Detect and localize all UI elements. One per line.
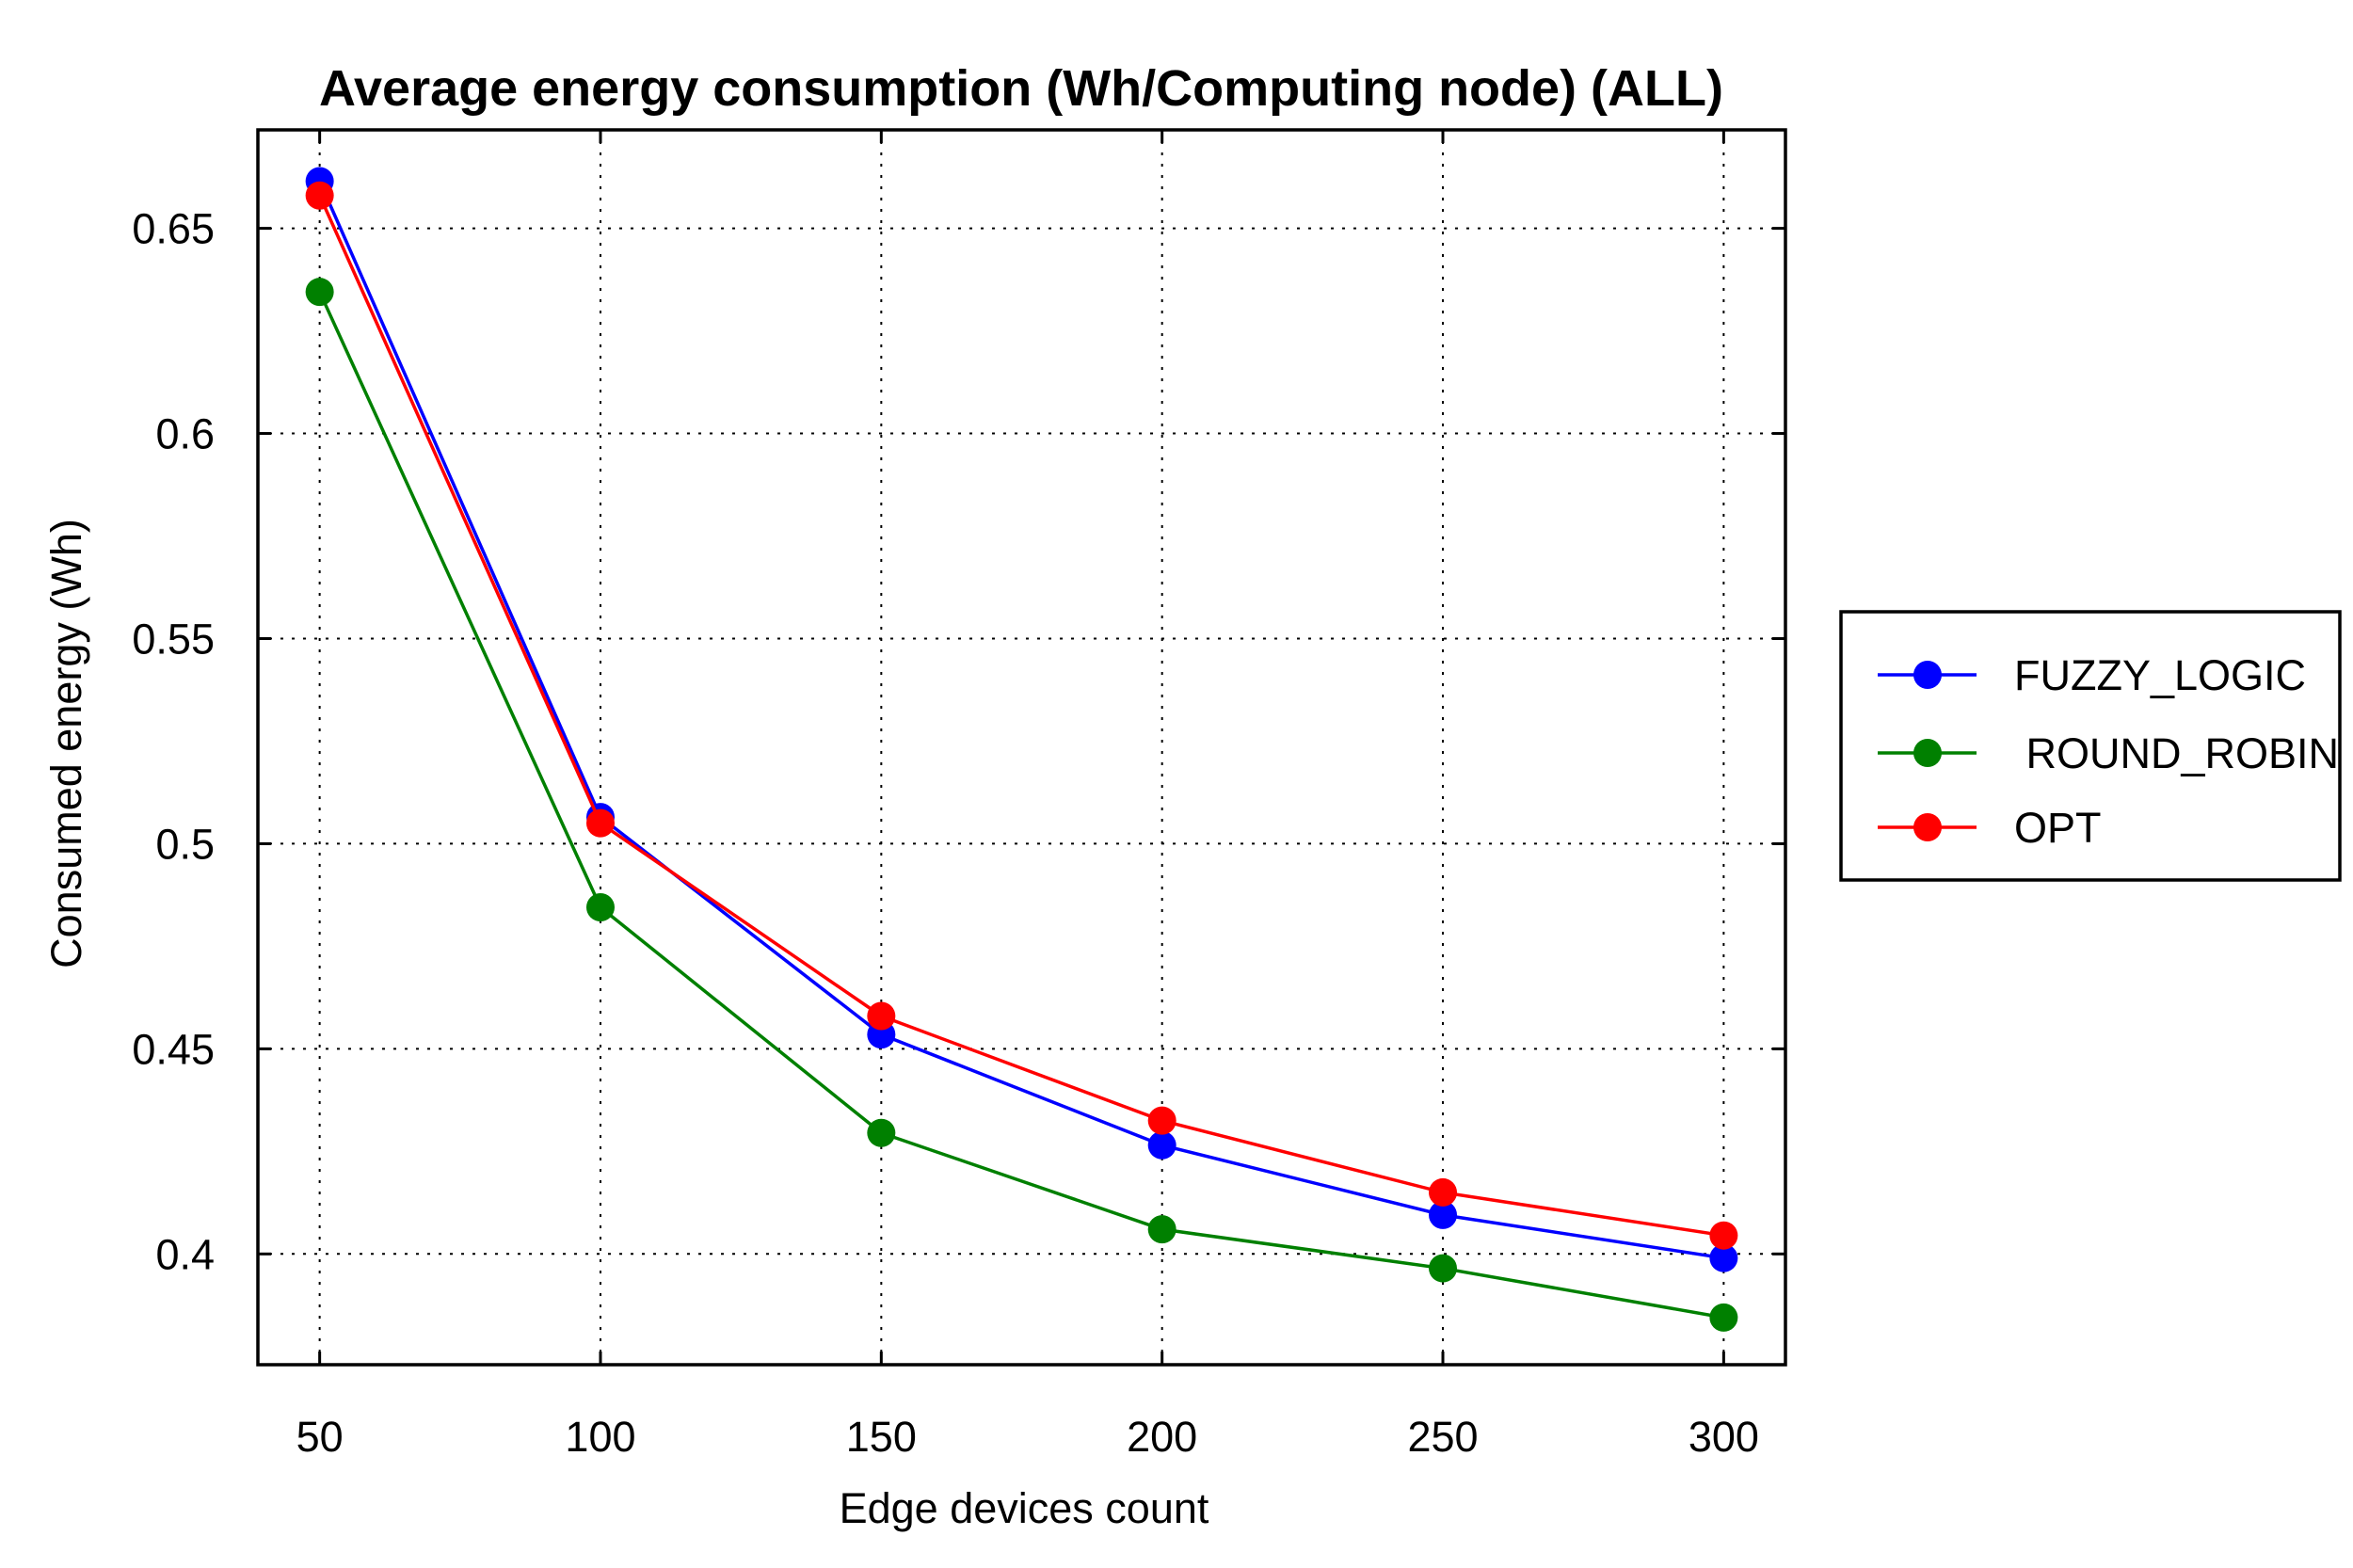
legend-item: FUZZY_LOGIC — [1878, 651, 2306, 699]
plot-frame — [256, 128, 1787, 1367]
data-point — [1147, 1106, 1176, 1135]
series — [305, 167, 1738, 1332]
series-group — [305, 167, 1738, 1272]
x-tick-label: 250 — [1407, 1413, 1478, 1461]
y-tick-label: 0.55 — [132, 615, 215, 663]
legend-label: OPT — [2014, 804, 2102, 852]
axis-ticks — [258, 130, 1785, 1365]
data-point — [1147, 1130, 1176, 1160]
x-tick-label: 100 — [565, 1413, 635, 1461]
y-tick-label: 0.65 — [132, 205, 215, 253]
legend-label: ROUND_ROBIN — [2014, 729, 2339, 777]
x-tick-label: 300 — [1689, 1413, 1759, 1461]
x-tick-label: 50 — [296, 1413, 344, 1461]
x-tick-label: 150 — [846, 1413, 917, 1461]
data-point — [867, 1118, 896, 1147]
x-tick-labels: 50 100 150 200 250 300 — [296, 1413, 1759, 1461]
data-point — [1429, 1254, 1458, 1283]
data-point — [1147, 1215, 1176, 1244]
data-point — [1429, 1200, 1458, 1229]
legend-marker — [1913, 661, 1942, 689]
data-point — [305, 181, 334, 210]
y-tick-label: 0.45 — [132, 1025, 215, 1073]
legend-item: OPT — [1878, 804, 2102, 852]
legend-items: FUZZY_LOGIC ROUND_ROBIN OPT — [1878, 651, 2339, 852]
data-point — [867, 1001, 896, 1031]
x-tick-label: 200 — [1127, 1413, 1197, 1461]
legend-label: FUZZY_LOGIC — [2014, 651, 2306, 699]
data-point — [1429, 1177, 1458, 1207]
series-line — [318, 195, 1724, 1238]
data-point — [305, 278, 334, 307]
series-line — [318, 291, 1724, 1320]
legend-item: ROUND_ROBIN — [1878, 729, 2339, 777]
series-group — [305, 181, 1738, 1250]
data-point — [1709, 1303, 1738, 1332]
y-tick-label: 0.6 — [155, 410, 215, 458]
y-axis-label: Consumed energy (Wh) — [42, 519, 90, 968]
y-tick-label: 0.5 — [155, 820, 215, 868]
data-point — [1709, 1221, 1738, 1250]
y-tick-labels: 0.4 0.45 0.5 0.55 0.6 0.65 — [132, 205, 215, 1279]
data-point — [585, 892, 615, 921]
legend-marker — [1913, 739, 1942, 767]
x-axis-label: Edge devices count — [840, 1484, 1209, 1532]
series-line — [318, 180, 1724, 1260]
y-tick-label: 0.4 — [155, 1230, 215, 1278]
legend: FUZZY_LOGIC ROUND_ROBIN OPT — [1839, 610, 2342, 882]
chart-title: Average energy consumption (Wh/Computing… — [319, 60, 1723, 117]
data-point — [585, 808, 615, 838]
data-point — [1709, 1243, 1738, 1272]
legend-box — [1839, 610, 2342, 882]
legend-marker — [1913, 813, 1942, 841]
series-group — [305, 278, 1738, 1332]
